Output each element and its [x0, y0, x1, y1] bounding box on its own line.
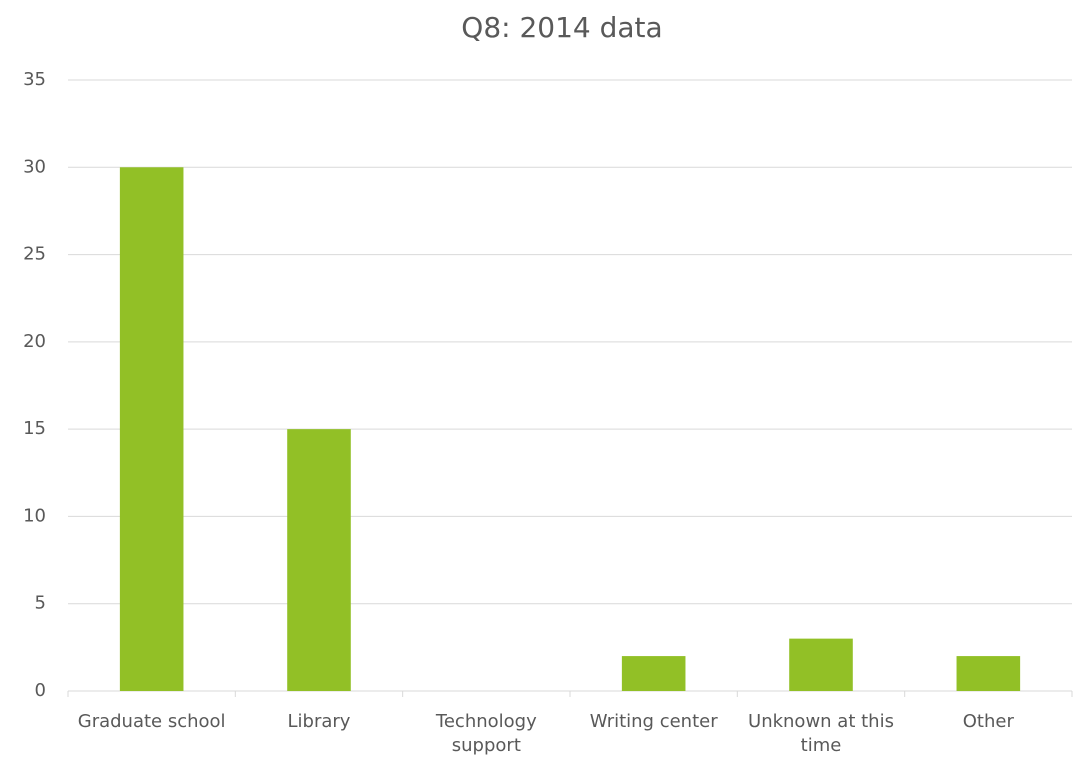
y-tick-label: 5 — [35, 593, 46, 614]
bar — [789, 638, 853, 691]
x-tick-label-box: Other — [962, 711, 1014, 732]
y-tick-label: 30 — [23, 156, 46, 177]
x-tick-label-box: Writing center — [589, 711, 718, 732]
chart-title: Q8: 2014 data — [461, 11, 662, 44]
x-tick-label-box: Unknown at this time — [748, 711, 894, 756]
x-tick-label: Technology support — [435, 711, 537, 756]
y-tick-label: 25 — [23, 244, 46, 265]
y-tick-label: 35 — [23, 69, 46, 90]
y-tick-label: 0 — [35, 680, 46, 701]
bar — [621, 656, 686, 691]
bar — [119, 167, 184, 692]
x-tick-label-box: Graduate school — [77, 711, 226, 732]
x-tick-label: Library — [287, 711, 351, 732]
x-tick-label-box: Library — [287, 711, 351, 732]
y-tick-label: 20 — [23, 331, 46, 352]
bar — [956, 656, 1021, 691]
x-tick-label: Unknown at this time — [748, 711, 894, 756]
y-tick-label: 15 — [23, 418, 46, 439]
y-tick-label: 10 — [23, 505, 46, 526]
x-tick-label-box: Technology support — [435, 711, 537, 756]
bar — [287, 429, 351, 691]
x-tick-label: Other — [962, 711, 1014, 732]
x-tick-label: Graduate school — [77, 711, 226, 732]
x-tick-label: Writing center — [589, 711, 718, 732]
